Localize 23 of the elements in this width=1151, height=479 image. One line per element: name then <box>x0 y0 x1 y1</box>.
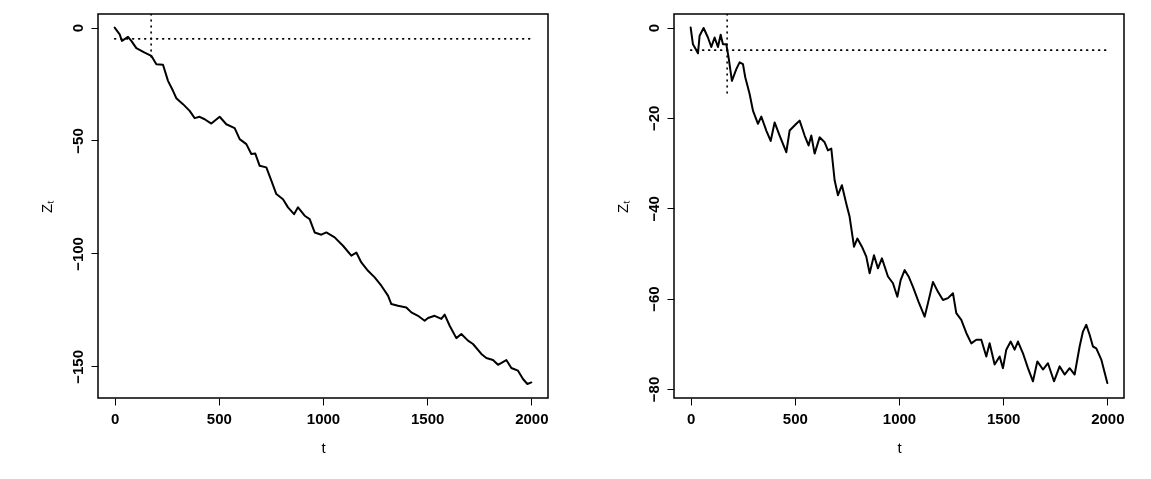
y-axis-title: Zₜ <box>37 199 55 214</box>
x-tick-label: 2000 <box>1091 409 1125 427</box>
x-tick-label: 500 <box>782 409 808 427</box>
y-tick-label: −60 <box>644 286 662 312</box>
y-axis-title: Zₜ <box>613 199 631 214</box>
x-tick-label: 1500 <box>410 409 445 427</box>
y-tick-label: −50 <box>68 128 86 154</box>
x-tick-label: 500 <box>206 409 232 427</box>
x-tick-label: 1000 <box>306 409 341 427</box>
x-tick-label: 1000 <box>882 409 917 427</box>
y-tick-label: −100 <box>68 237 86 271</box>
y-tick-label: 0 <box>644 23 662 33</box>
y-tick-label: −40 <box>644 196 662 222</box>
x-axis-title: t <box>897 438 903 456</box>
y-tick-label: −150 <box>68 349 86 384</box>
x-tick-label: 0 <box>110 409 120 427</box>
x-axis-title: t <box>321 438 327 456</box>
x-tick-label: 1500 <box>986 409 1021 427</box>
x-tick-label: 2000 <box>515 409 549 427</box>
y-tick-label: 0 <box>68 23 86 33</box>
y-tick-label: −20 <box>644 105 662 132</box>
y-tick-label: −80 <box>644 376 662 403</box>
x-tick-label: 0 <box>686 409 696 427</box>
